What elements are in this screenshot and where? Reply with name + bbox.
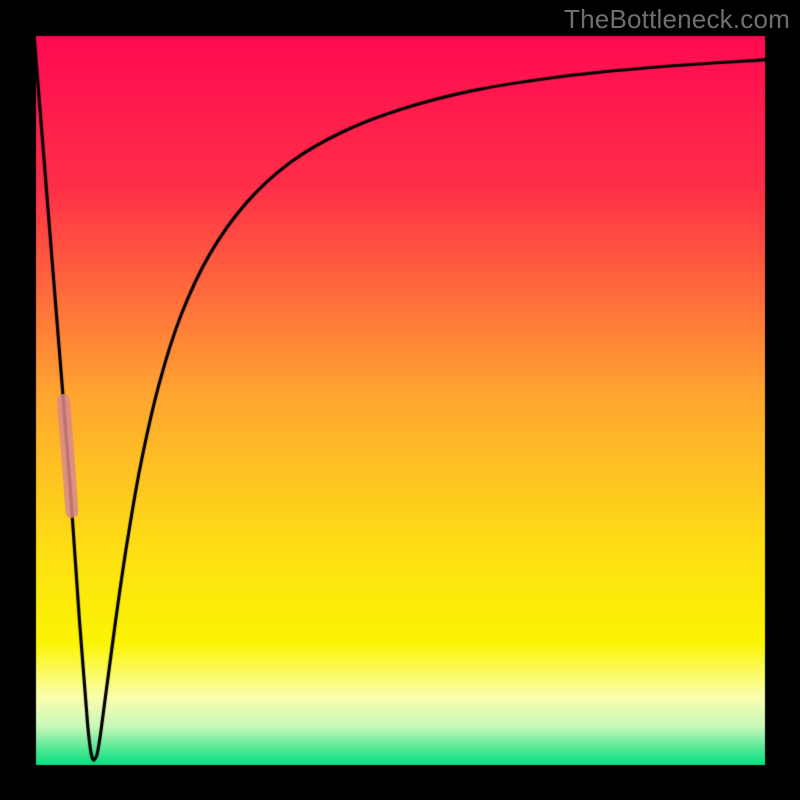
chart-stage: TheBottleneck.com <box>0 0 800 800</box>
bottleneck-chart-canvas <box>0 0 800 800</box>
